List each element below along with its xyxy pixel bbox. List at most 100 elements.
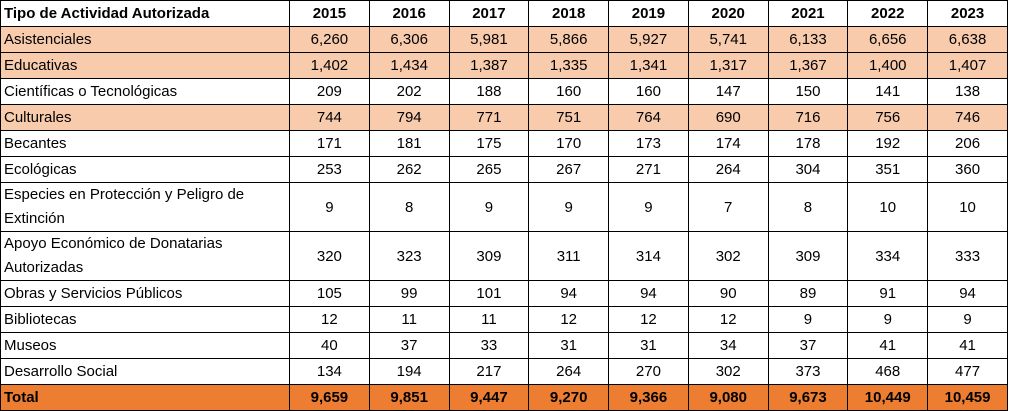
value-cell: 31 bbox=[608, 332, 689, 359]
value-cell: 138 bbox=[927, 78, 1008, 105]
value-cell: 265 bbox=[448, 156, 530, 183]
value-cell: 690 bbox=[687, 104, 769, 131]
value-cell: 209 bbox=[289, 78, 370, 105]
table-row: Especies en Protección y Peligro de Exti… bbox=[0, 182, 1008, 232]
header-row: Tipo de Actividad Autorizada 2015 2016 2017… bbox=[0, 0, 1008, 27]
row-label: Obras y Servicios Públicos bbox=[0, 280, 290, 307]
value-cell: 178 bbox=[767, 130, 849, 157]
total-cell: 9,366 bbox=[608, 384, 689, 411]
value-cell: 9 bbox=[528, 182, 610, 232]
table-row: Educativas 1,402 1,434 1,387 1,335 1,341 1,317… bbox=[0, 52, 1008, 79]
row-label: Bibliotecas bbox=[0, 306, 290, 333]
table-row: Becantes 171 181 175 170 173 174 178 192 206 bbox=[0, 130, 1008, 157]
value-cell: 1,407 bbox=[927, 52, 1008, 79]
value-cell: 333 bbox=[927, 231, 1008, 281]
value-cell: 160 bbox=[608, 78, 689, 105]
value-cell: 360 bbox=[927, 156, 1008, 183]
header-cell: 2021 bbox=[767, 0, 849, 27]
value-cell: 9 bbox=[847, 306, 929, 333]
value-cell: 262 bbox=[368, 156, 450, 183]
row-label: Museos bbox=[0, 332, 290, 359]
value-cell: 170 bbox=[528, 130, 610, 157]
table-row: Apoyo Económico de Donatarias Autorizada… bbox=[0, 231, 1008, 281]
header-cell: 2018 bbox=[528, 0, 610, 27]
table-row: Científicas o Tecnológicas 209 202 188 160 16… bbox=[0, 78, 1008, 105]
value-cell: 1,335 bbox=[528, 52, 610, 79]
table-row: Bibliotecas 12 11 11 12 12 12 9 9 9 bbox=[0, 306, 1008, 333]
table-row: Desarrollo Social 134 194 217 264 270 302 373 46… bbox=[0, 358, 1008, 385]
header-cell: 2023 bbox=[927, 0, 1008, 27]
total-cell: 9,080 bbox=[687, 384, 769, 411]
value-cell: 217 bbox=[448, 358, 530, 385]
value-cell: 175 bbox=[448, 130, 530, 157]
value-cell: 764 bbox=[608, 104, 689, 131]
value-cell: 6,306 bbox=[368, 26, 450, 53]
value-cell: 468 bbox=[847, 358, 929, 385]
value-cell: 314 bbox=[608, 231, 689, 281]
value-cell: 1,341 bbox=[608, 52, 689, 79]
value-cell: 202 bbox=[368, 78, 450, 105]
value-cell: 37 bbox=[767, 332, 849, 359]
value-cell: 8 bbox=[767, 182, 849, 232]
value-cell: 94 bbox=[528, 280, 610, 307]
row-label: Especies en Protección y Peligro de Exti… bbox=[0, 182, 290, 232]
value-cell: 334 bbox=[847, 231, 929, 281]
value-cell: 771 bbox=[448, 104, 530, 131]
value-cell: 5,741 bbox=[687, 26, 769, 53]
value-cell: 173 bbox=[608, 130, 689, 157]
value-cell: 11 bbox=[368, 306, 450, 333]
row-label: Científicas o Tecnológicas bbox=[0, 78, 290, 105]
value-cell: 11 bbox=[448, 306, 530, 333]
row-label: Culturales bbox=[0, 104, 290, 131]
value-cell: 270 bbox=[608, 358, 689, 385]
value-cell: 9 bbox=[448, 182, 530, 232]
value-cell: 744 bbox=[289, 104, 370, 131]
row-label: Ecológicas bbox=[0, 156, 290, 183]
value-cell: 12 bbox=[289, 306, 370, 333]
value-cell: 1,387 bbox=[448, 52, 530, 79]
value-cell: 5,981 bbox=[448, 26, 530, 53]
value-cell: 794 bbox=[368, 104, 450, 131]
table-row: Culturales 744 794 771 751 764 690 716 756 746 bbox=[0, 104, 1008, 131]
header-cell: 2015 bbox=[289, 0, 370, 27]
value-cell: 756 bbox=[847, 104, 929, 131]
value-cell: 99 bbox=[368, 280, 450, 307]
row-label: Apoyo Económico de Donatarias Autorizada… bbox=[0, 231, 290, 281]
value-cell: 5,927 bbox=[608, 26, 689, 53]
value-cell: 41 bbox=[927, 332, 1008, 359]
value-cell: 94 bbox=[608, 280, 689, 307]
value-cell: 477 bbox=[927, 358, 1008, 385]
value-cell: 9 bbox=[767, 306, 849, 333]
header-cell: 2019 bbox=[608, 0, 689, 27]
header-cell: 2022 bbox=[847, 0, 929, 27]
value-cell: 253 bbox=[289, 156, 370, 183]
value-cell: 8 bbox=[368, 182, 450, 232]
value-cell: 323 bbox=[368, 231, 450, 281]
value-cell: 267 bbox=[528, 156, 610, 183]
value-cell: 1,367 bbox=[767, 52, 849, 79]
value-cell: 264 bbox=[528, 358, 610, 385]
value-cell: 9 bbox=[289, 182, 370, 232]
value-cell: 10 bbox=[927, 182, 1008, 232]
value-cell: 192 bbox=[847, 130, 929, 157]
header-cell: 2016 bbox=[368, 0, 450, 27]
header-cell: Tipo de Actividad Autorizada bbox=[0, 0, 290, 27]
value-cell: 1,434 bbox=[368, 52, 450, 79]
value-cell: 171 bbox=[289, 130, 370, 157]
value-cell: 174 bbox=[687, 130, 769, 157]
total-cell: 9,447 bbox=[448, 384, 530, 411]
value-cell: 311 bbox=[528, 231, 610, 281]
value-cell: 373 bbox=[767, 358, 849, 385]
value-cell: 134 bbox=[289, 358, 370, 385]
value-cell: 194 bbox=[368, 358, 450, 385]
value-cell: 1,402 bbox=[289, 52, 370, 79]
value-cell: 141 bbox=[847, 78, 929, 105]
total-label: Total bbox=[0, 384, 290, 411]
value-cell: 150 bbox=[767, 78, 849, 105]
value-cell: 37 bbox=[368, 332, 450, 359]
value-cell: 302 bbox=[687, 231, 769, 281]
row-label: Becantes bbox=[0, 130, 290, 157]
value-cell: 304 bbox=[767, 156, 849, 183]
row-label: Educativas bbox=[0, 52, 290, 79]
